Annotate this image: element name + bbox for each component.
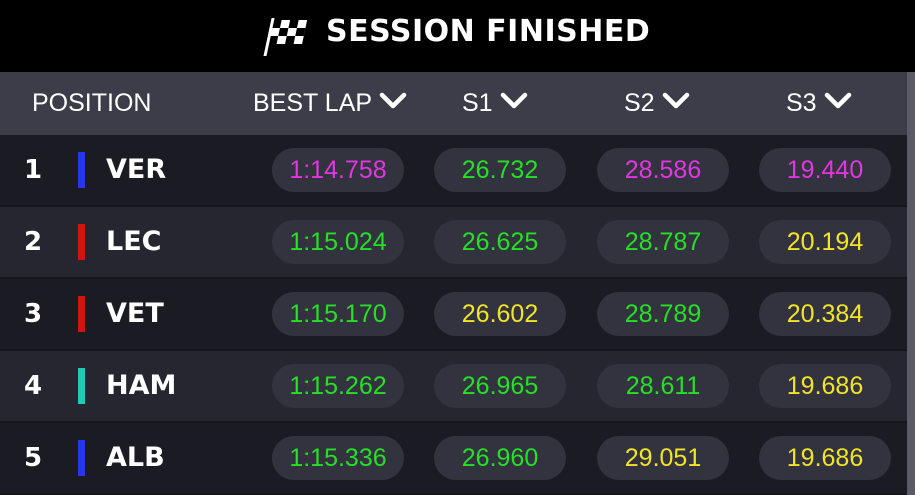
- time-pill: 19.440: [759, 148, 891, 192]
- driver-code: VER: [106, 154, 167, 185]
- sort-chevron: [662, 93, 689, 109]
- time-pill: 19.686: [759, 436, 891, 480]
- result-row: 4 HAM 1:15.262 26.965 28.611 19.686: [0, 351, 907, 421]
- time-pill: 20.384: [759, 292, 891, 336]
- driver-code: LEC: [106, 226, 162, 257]
- sort-chevron: [500, 93, 527, 109]
- driver-code: HAM: [106, 370, 177, 401]
- team-color-bar: [78, 368, 85, 404]
- column-label: POSITION: [32, 72, 151, 135]
- column-label[interactable]: BEST LAP: [253, 72, 408, 135]
- result-row: 2 LEC 1:15.024 26.625 28.787 20.194: [0, 207, 907, 277]
- time-pill: 1:15.336: [272, 436, 404, 480]
- column-label[interactable]: S2: [624, 72, 691, 135]
- time-pill: 19.686: [759, 364, 891, 408]
- position: 2: [24, 227, 43, 257]
- column-header: POSITION BEST LAP S1 S2 S3: [0, 72, 907, 135]
- column-label-text: BEST LAP: [253, 89, 373, 117]
- column-label[interactable]: S3: [786, 72, 853, 135]
- position: 4: [24, 371, 43, 401]
- time-pill: 28.789: [597, 292, 729, 336]
- time-pill: 26.960: [434, 436, 566, 480]
- time-pill: 26.965: [434, 364, 566, 408]
- column-label-text: POSITION: [32, 89, 152, 117]
- result-row: 5 ALB 1:15.336 26.960 29.051 19.686: [0, 423, 907, 493]
- position: 5: [24, 443, 43, 473]
- result-row: 3 VET 1:15.170 26.602 28.789 20.384: [0, 279, 907, 349]
- driver-code: VET: [106, 298, 164, 329]
- team-color-bar: [78, 224, 85, 260]
- result-row: 1 VER 1:14.758 26.732 28.586 19.440: [0, 135, 907, 205]
- time-pill: 20.194: [759, 220, 891, 264]
- sort-chevron: [824, 93, 851, 109]
- sort-chevron: [379, 93, 407, 109]
- column-label[interactable]: S1: [462, 72, 529, 135]
- time-pill: 28.586: [597, 148, 729, 192]
- column-label-text: S2: [624, 89, 655, 117]
- session-title: SESSION FINISHED: [326, 14, 651, 49]
- title-bar: SESSION FINISHED: [0, 0, 915, 72]
- column-label-text: S3: [786, 89, 817, 117]
- column-label-text: S1: [462, 89, 493, 117]
- position: 3: [24, 299, 43, 329]
- team-color-bar: [78, 440, 85, 476]
- team-color-bar: [78, 296, 85, 332]
- time-pill: 26.625: [434, 220, 566, 264]
- time-pill: 29.051: [597, 436, 729, 480]
- checkered-flag: [263, 18, 308, 56]
- time-pill: 26.732: [434, 148, 566, 192]
- time-pill: 1:15.262: [272, 364, 404, 408]
- team-color-bar: [78, 152, 85, 188]
- position: 1: [24, 155, 43, 185]
- time-pill: 28.611: [597, 364, 729, 408]
- time-pill: 28.787: [597, 220, 729, 264]
- time-pill: 26.602: [434, 292, 566, 336]
- time-pill: 1:15.170: [272, 292, 404, 336]
- time-pill: 1:14.758: [272, 148, 404, 192]
- scroll-edge: [907, 72, 915, 495]
- driver-code: ALB: [106, 442, 165, 473]
- time-pill: 1:15.024: [272, 220, 404, 264]
